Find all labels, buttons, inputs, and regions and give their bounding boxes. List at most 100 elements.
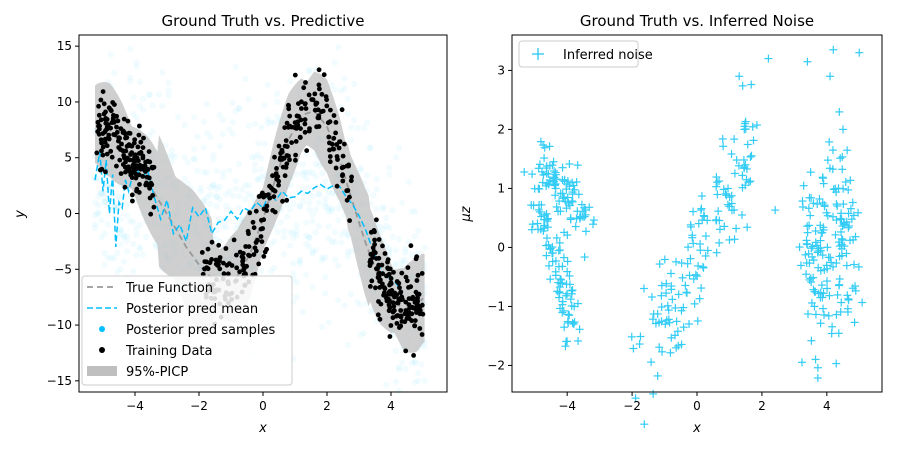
inferred-noise-point	[678, 273, 687, 282]
pred-sample-point	[200, 118, 207, 126]
pred-sample-point	[293, 232, 300, 239]
inferred-noise-point	[811, 355, 820, 364]
y-tick-label: 10	[57, 95, 72, 109]
training-point	[399, 270, 405, 276]
pred-sample-point	[200, 144, 207, 151]
pred-sample-point	[267, 268, 275, 275]
pred-sample-point	[299, 168, 307, 175]
right-chart-title: Ground Truth vs. Inferred Noise	[580, 12, 814, 30]
training-point	[331, 113, 337, 118]
training-point	[327, 159, 333, 165]
pred-sample-point	[127, 45, 134, 52]
pred-sample-point	[405, 178, 412, 186]
inferred-noise-point	[686, 220, 695, 229]
training-point	[234, 252, 239, 258]
inferred-noise-point	[807, 244, 816, 253]
training-point	[404, 278, 410, 284]
training-point	[145, 167, 151, 172]
inferred-noise-point	[546, 244, 555, 253]
pred-sample-point	[194, 167, 201, 175]
pred-sample-point	[114, 193, 121, 200]
training-point	[297, 134, 303, 140]
training-point	[262, 249, 268, 255]
training-point	[245, 228, 251, 234]
training-point	[143, 159, 149, 165]
training-point	[405, 265, 411, 270]
training-point	[337, 139, 343, 145]
inferred-noise-point	[725, 193, 734, 202]
training-point	[304, 148, 310, 154]
inferred-noise-point	[811, 226, 820, 235]
pred-sample-point	[354, 125, 361, 132]
training-point	[133, 152, 138, 158]
pred-sample-point	[200, 169, 207, 176]
inferred-noise-point	[843, 146, 852, 155]
inferred-noise-point	[688, 231, 697, 240]
inferred-noise-point	[556, 246, 565, 255]
inferred-noise-point	[572, 177, 581, 186]
training-point	[123, 135, 128, 141]
training-point	[258, 234, 264, 239]
pred-sample-point	[331, 238, 339, 246]
pred-sample-point	[117, 241, 124, 248]
inferred-noise-point	[825, 291, 834, 300]
inferred-noise-point	[657, 281, 666, 290]
training-point	[148, 180, 154, 186]
training-point	[120, 162, 126, 167]
inferred-noise-point	[540, 154, 549, 163]
training-point	[126, 130, 132, 136]
pred-sample-point	[357, 167, 364, 174]
inferred-noise-point	[567, 197, 576, 206]
training-point	[132, 137, 138, 143]
pred-sample-point	[319, 169, 326, 177]
training-point	[414, 308, 419, 314]
inferred-noise-point	[818, 251, 827, 260]
inferred-noise-point	[843, 291, 852, 300]
inferred-noise-point	[855, 48, 864, 57]
training-point	[333, 165, 339, 171]
inferred-noise-point	[570, 302, 579, 311]
inferred-noise-point	[746, 152, 755, 161]
training-point	[122, 184, 128, 190]
pred-sample-point	[395, 144, 403, 151]
inferred-noise-point	[844, 223, 853, 232]
inferred-noise-point	[807, 298, 816, 307]
pred-sample-point	[306, 169, 313, 176]
pred-sample-point	[235, 204, 243, 211]
pred-sample-point	[280, 227, 287, 235]
pred-sample-point	[235, 104, 243, 112]
inferred-noise-point	[834, 281, 843, 290]
pred-sample-point	[184, 159, 191, 166]
pred-sample-point	[165, 86, 172, 94]
training-point	[95, 119, 101, 125]
inferred-noise-point	[549, 174, 558, 183]
inferred-noise-point	[824, 311, 833, 320]
training-point	[371, 228, 377, 233]
training-point	[256, 261, 262, 267]
training-point	[325, 120, 331, 126]
legend-training-swatch	[99, 347, 105, 353]
inferred-noise-point	[674, 290, 683, 299]
inferred-noise-point	[837, 234, 846, 243]
pred-sample-point	[322, 254, 329, 261]
inferred-noise-point	[844, 295, 853, 304]
training-point	[292, 120, 298, 125]
inferred-noise-point	[663, 301, 672, 310]
training-point	[129, 175, 135, 181]
pred-sample-point	[258, 173, 265, 180]
training-point	[316, 113, 322, 119]
inferred-noise-point	[837, 298, 846, 307]
training-point	[259, 239, 265, 245]
training-point	[100, 89, 106, 94]
pred-sample-point	[133, 59, 140, 66]
training-point	[374, 256, 379, 261]
pred-sample-point	[290, 234, 297, 241]
pred-sample-point	[245, 182, 252, 189]
training-point	[403, 274, 409, 280]
pred-sample-point	[325, 189, 332, 196]
training-point	[334, 183, 340, 189]
pred-sample-point	[223, 191, 230, 198]
pred-sample-point	[344, 248, 351, 256]
pred-sample-point	[392, 378, 399, 386]
training-point	[409, 311, 415, 317]
